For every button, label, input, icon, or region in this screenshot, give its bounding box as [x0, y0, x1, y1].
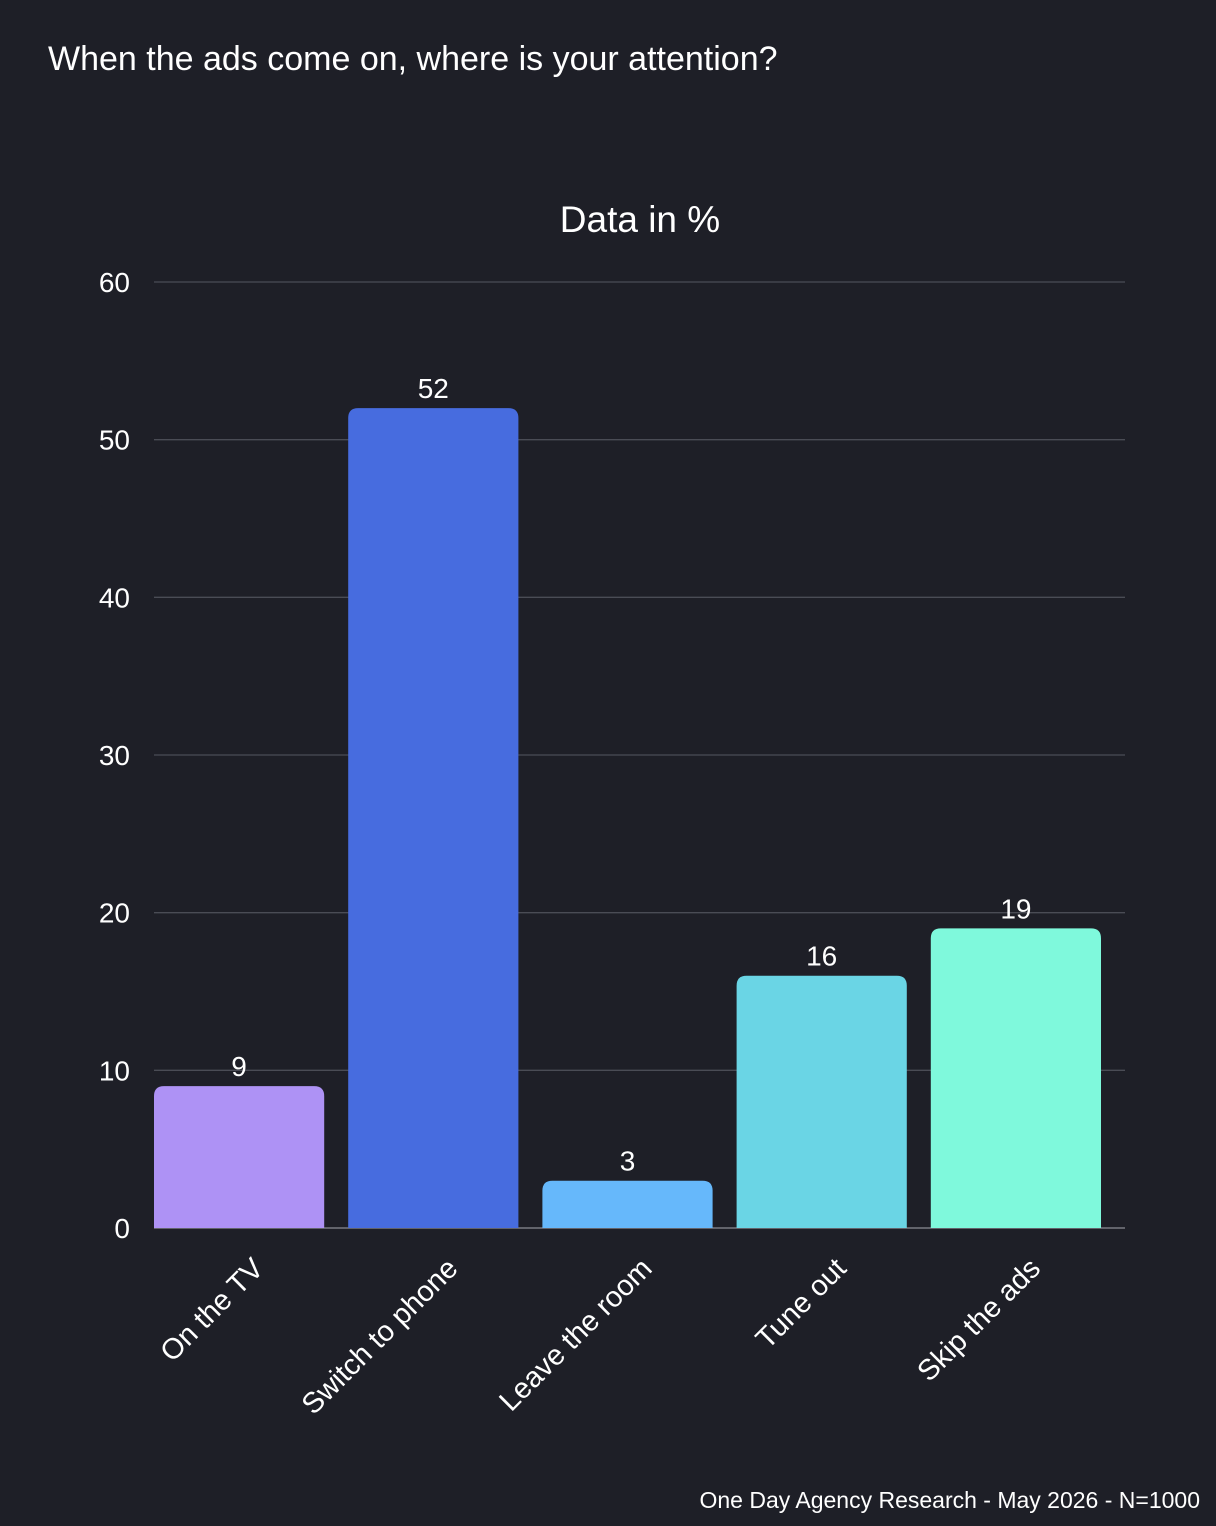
y-tick-label: 30 [99, 740, 130, 771]
x-tick-label: On the TV [154, 1252, 270, 1368]
bar [736, 975, 907, 1228]
data-label: 19 [1000, 893, 1031, 924]
x-tick-label: Tune out [750, 1252, 853, 1355]
y-tick-label: 0 [114, 1213, 130, 1244]
y-tick-label: 60 [99, 267, 130, 298]
bar [348, 408, 519, 1229]
x-tick-label: Leave the room [493, 1252, 658, 1417]
chart-subtitle: Data in % [560, 199, 720, 240]
data-label: 52 [418, 373, 449, 404]
data-label: 16 [806, 941, 837, 972]
source-footer: One Day Agency Research - May 2026 - N=1… [699, 1487, 1200, 1513]
y-tick-label: 10 [99, 1055, 130, 1086]
x-tick-label: Skip the ads [912, 1252, 1047, 1387]
x-tick-label: Switch to phone [296, 1252, 465, 1421]
y-tick-label: 20 [99, 898, 130, 929]
y-tick-label: 40 [99, 582, 130, 613]
data-label: 3 [620, 1146, 636, 1177]
bar [542, 1180, 713, 1228]
bar [930, 928, 1101, 1228]
y-tick-label: 50 [99, 425, 130, 456]
data-label: 9 [231, 1051, 247, 1082]
chart-title: When the ads come on, where is your atte… [48, 40, 778, 78]
bar [154, 1086, 325, 1228]
